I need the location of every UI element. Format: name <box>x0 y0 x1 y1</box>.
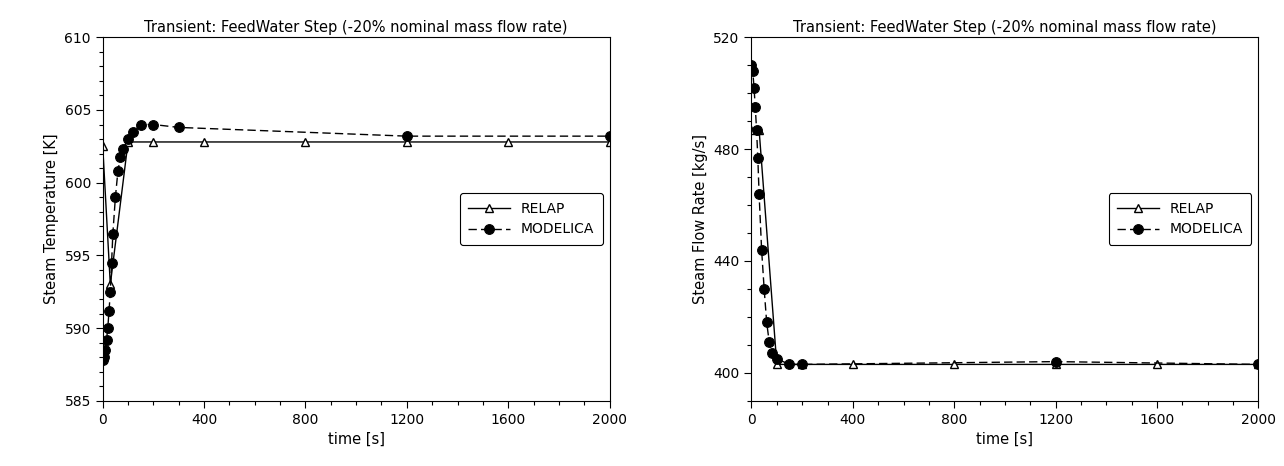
MODELICA <box>108 194 123 200</box>
MODELICA <box>750 155 765 160</box>
RELAP <box>145 139 160 145</box>
Y-axis label: Steam Temperature [K]: Steam Temperature [K] <box>44 134 59 304</box>
RELAP <box>845 362 860 367</box>
RELAP <box>1048 362 1063 367</box>
RELAP <box>946 362 962 367</box>
RELAP <box>795 362 810 367</box>
MODELICA <box>104 260 119 266</box>
MODELICA <box>116 146 131 152</box>
MODELICA <box>759 320 774 325</box>
MODELICA <box>98 347 113 353</box>
Line: RELAP: RELAP <box>99 138 614 288</box>
MODELICA <box>171 124 186 130</box>
MODELICA <box>746 85 761 90</box>
MODELICA <box>754 247 769 253</box>
X-axis label: time [s]: time [s] <box>976 432 1034 447</box>
Y-axis label: Steam Flow Rate [kg/s]: Steam Flow Rate [kg/s] <box>693 134 707 304</box>
MODELICA <box>101 308 117 314</box>
MODELICA <box>764 350 779 356</box>
MODELICA <box>756 286 772 292</box>
MODELICA <box>761 339 777 345</box>
RELAP <box>399 139 415 145</box>
RELAP <box>751 127 767 132</box>
MODELICA <box>747 104 763 110</box>
MODELICA <box>743 62 759 68</box>
MODELICA <box>113 154 128 159</box>
MODELICA <box>795 362 810 367</box>
X-axis label: time [s]: time [s] <box>327 432 385 447</box>
MODELICA <box>745 68 760 74</box>
MODELICA <box>105 231 121 236</box>
MODELICA <box>145 122 160 127</box>
RELAP <box>501 139 516 145</box>
MODELICA <box>1251 362 1266 367</box>
MODELICA <box>96 354 112 360</box>
MODELICA <box>126 129 141 135</box>
RELAP <box>769 362 785 367</box>
RELAP <box>1251 362 1266 367</box>
MODELICA <box>782 362 797 367</box>
MODELICA <box>100 325 116 331</box>
Line: MODELICA: MODELICA <box>746 61 1263 369</box>
Title: Transient: FeedWater Step (-20% nominal mass flow rate): Transient: FeedWater Step (-20% nominal … <box>794 20 1217 35</box>
MODELICA <box>103 289 118 295</box>
RELAP <box>196 139 212 145</box>
MODELICA <box>110 168 126 174</box>
MODELICA <box>399 133 415 139</box>
MODELICA <box>769 356 785 362</box>
RELAP <box>602 139 618 145</box>
Title: Transient: FeedWater Step (-20% nominal mass flow rate): Transient: FeedWater Step (-20% nominal … <box>144 20 568 35</box>
MODELICA <box>121 136 136 142</box>
Line: RELAP: RELAP <box>747 125 1262 369</box>
Legend: RELAP, MODELICA: RELAP, MODELICA <box>460 193 602 245</box>
RELAP <box>121 139 136 145</box>
MODELICA <box>134 122 149 127</box>
RELAP <box>1149 362 1165 367</box>
MODELICA <box>749 127 764 132</box>
RELAP <box>103 281 118 287</box>
MODELICA <box>95 357 110 363</box>
Legend: RELAP, MODELICA: RELAP, MODELICA <box>1108 193 1252 245</box>
RELAP <box>743 127 759 132</box>
MODELICA <box>751 191 767 197</box>
MODELICA <box>1048 359 1063 364</box>
MODELICA <box>99 337 114 343</box>
Line: MODELICA: MODELICA <box>98 120 615 365</box>
RELAP <box>298 139 313 145</box>
MODELICA <box>602 133 618 139</box>
RELAP <box>95 144 110 149</box>
